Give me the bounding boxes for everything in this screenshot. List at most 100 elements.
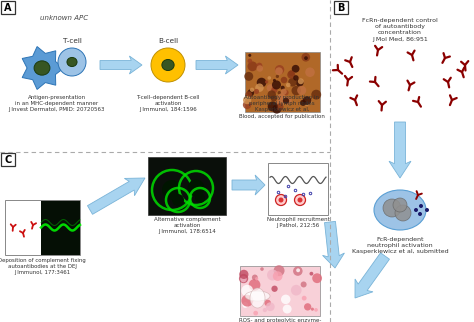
Circle shape xyxy=(281,86,285,90)
Ellipse shape xyxy=(245,291,270,301)
Circle shape xyxy=(151,48,185,82)
FancyArrow shape xyxy=(88,178,145,214)
Circle shape xyxy=(294,194,306,205)
Circle shape xyxy=(272,80,281,90)
Bar xyxy=(245,52,320,112)
Circle shape xyxy=(296,79,303,87)
Ellipse shape xyxy=(67,57,77,67)
Circle shape xyxy=(263,308,267,312)
Circle shape xyxy=(284,97,292,104)
Circle shape xyxy=(286,83,291,87)
Circle shape xyxy=(275,65,284,74)
Circle shape xyxy=(418,212,422,216)
Circle shape xyxy=(245,91,252,98)
Circle shape xyxy=(267,90,276,99)
Circle shape xyxy=(276,75,279,78)
Text: B: B xyxy=(337,3,345,13)
Circle shape xyxy=(300,100,306,106)
Text: C: C xyxy=(4,155,12,165)
Circle shape xyxy=(278,91,281,95)
Circle shape xyxy=(273,271,283,281)
Circle shape xyxy=(298,78,304,84)
Circle shape xyxy=(241,295,253,307)
Circle shape xyxy=(287,71,295,79)
Circle shape xyxy=(255,277,258,280)
Circle shape xyxy=(310,272,313,276)
Circle shape xyxy=(249,279,260,291)
Text: ROS- and proteolytic enzyme-
dependent tissue injury
J Pathol, 204:519: ROS- and proteolytic enzyme- dependent t… xyxy=(239,318,321,322)
Text: Neutrophil recruitment
J Pathol, 212:56: Neutrophil recruitment J Pathol, 212:56 xyxy=(266,217,329,228)
Circle shape xyxy=(283,305,292,314)
Circle shape xyxy=(306,99,312,105)
Circle shape xyxy=(288,78,297,87)
Polygon shape xyxy=(22,47,64,90)
Circle shape xyxy=(275,67,283,75)
Circle shape xyxy=(255,83,264,92)
Circle shape xyxy=(383,199,401,217)
Circle shape xyxy=(311,308,314,311)
Circle shape xyxy=(239,270,248,279)
Circle shape xyxy=(264,300,271,306)
Circle shape xyxy=(271,95,277,102)
Circle shape xyxy=(272,105,281,114)
Text: T-cell: T-cell xyxy=(63,38,82,44)
Circle shape xyxy=(298,197,302,203)
Circle shape xyxy=(188,179,204,196)
Circle shape xyxy=(291,285,301,296)
Circle shape xyxy=(272,286,278,292)
Circle shape xyxy=(304,56,308,60)
Circle shape xyxy=(302,296,307,300)
Circle shape xyxy=(256,65,263,72)
Circle shape xyxy=(267,76,271,80)
Circle shape xyxy=(241,285,253,297)
Bar xyxy=(41,200,80,255)
Text: FcR-dependent
neutrophil activation
Kasperkiewicz et al, submitted: FcR-dependent neutrophil activation Kasp… xyxy=(352,237,448,254)
Bar xyxy=(268,163,328,215)
Circle shape xyxy=(304,303,311,310)
Circle shape xyxy=(276,103,283,110)
Text: Deposition of complement fixing
autoantibodies at the DEJ
J Immunol, 177:3461: Deposition of complement fixing autoanti… xyxy=(0,258,86,275)
Circle shape xyxy=(304,99,310,106)
Ellipse shape xyxy=(34,61,50,75)
Bar xyxy=(148,157,226,215)
Circle shape xyxy=(273,79,276,82)
Bar xyxy=(5,200,80,255)
Circle shape xyxy=(275,99,284,108)
Circle shape xyxy=(250,88,254,92)
Bar xyxy=(5,200,41,255)
FancyArrow shape xyxy=(232,175,265,195)
Circle shape xyxy=(172,194,184,206)
Circle shape xyxy=(247,89,254,96)
FancyBboxPatch shape xyxy=(334,1,348,14)
Bar xyxy=(240,266,320,316)
Ellipse shape xyxy=(374,190,426,230)
Circle shape xyxy=(267,84,274,92)
Circle shape xyxy=(311,90,321,99)
Text: B-cell: B-cell xyxy=(158,38,178,44)
Circle shape xyxy=(283,90,289,95)
Circle shape xyxy=(292,65,300,73)
Circle shape xyxy=(58,48,86,76)
Circle shape xyxy=(283,98,289,104)
Text: T-cell–dependent B-cell
activation
J Immunol, 184:1596: T-cell–dependent B-cell activation J Imm… xyxy=(137,95,200,112)
Circle shape xyxy=(265,80,268,84)
FancyBboxPatch shape xyxy=(1,1,15,14)
Circle shape xyxy=(297,86,306,95)
Circle shape xyxy=(243,96,251,104)
Circle shape xyxy=(253,311,258,316)
FancyArrow shape xyxy=(100,56,142,74)
Circle shape xyxy=(281,295,291,304)
FancyArrow shape xyxy=(389,122,411,178)
Text: Antigen-presentation
in an MHC-dependent manner
J Invest Dermatol, PMID: 2072056: Antigen-presentation in an MHC-dependent… xyxy=(9,95,105,112)
Circle shape xyxy=(240,276,247,282)
Circle shape xyxy=(279,197,283,203)
Circle shape xyxy=(267,270,278,280)
Circle shape xyxy=(419,204,423,208)
Circle shape xyxy=(247,59,252,63)
Circle shape xyxy=(305,67,315,77)
Ellipse shape xyxy=(250,288,265,308)
Text: unknown APC: unknown APC xyxy=(40,15,88,21)
Circle shape xyxy=(281,77,287,83)
FancyBboxPatch shape xyxy=(1,153,15,166)
Circle shape xyxy=(162,180,182,200)
